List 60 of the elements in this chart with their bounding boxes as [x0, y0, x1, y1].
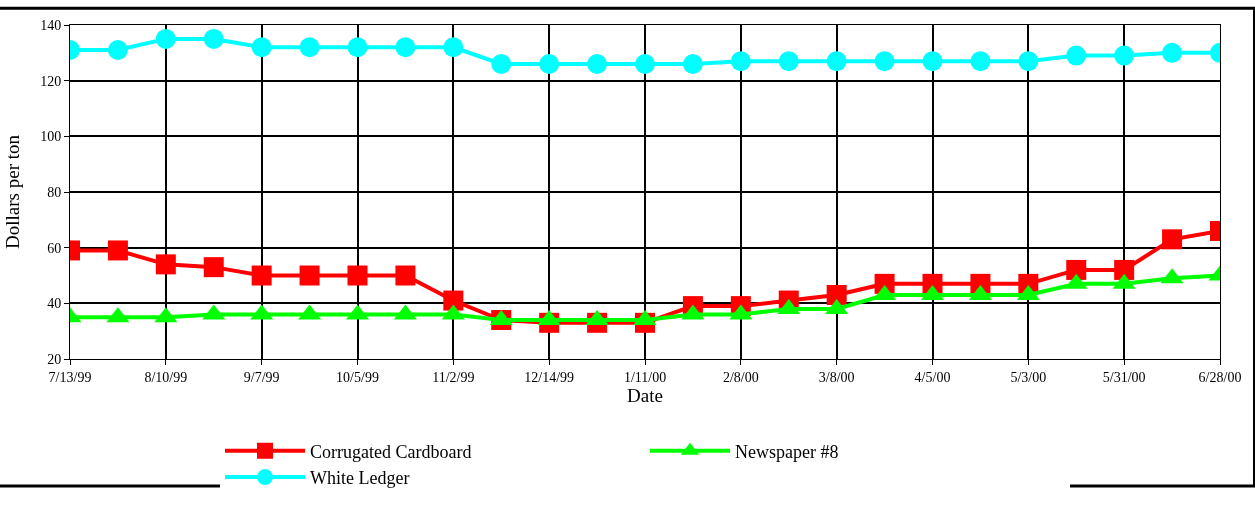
point	[635, 53, 655, 74]
y-tick-label: 40	[47, 296, 62, 312]
point	[778, 51, 799, 72]
x-tick-label: 10/5/99	[336, 369, 379, 385]
point	[1066, 45, 1087, 66]
point	[299, 37, 320, 58]
point	[251, 265, 272, 286]
point	[922, 51, 943, 72]
point	[826, 284, 847, 305]
x-axis-title: Date	[627, 384, 663, 406]
point	[251, 37, 272, 58]
x-tick-label: 12/14/99	[524, 369, 575, 385]
point	[1018, 51, 1039, 72]
y-axis-title: Dollars per ton	[2, 134, 24, 249]
x-tick-label: 8/10/99	[144, 369, 188, 385]
point	[395, 265, 416, 286]
point	[443, 37, 464, 58]
point	[587, 53, 608, 74]
point	[395, 37, 416, 58]
point	[107, 40, 128, 61]
y-tick-label: 140	[40, 17, 62, 33]
point	[1162, 229, 1183, 250]
x-tick-label: 9/7/99	[243, 369, 280, 385]
x-tick-label: 11/2/99	[432, 369, 475, 385]
x-tick-label: 6/28/00	[1198, 369, 1242, 385]
point	[107, 240, 128, 261]
y-tick-label: 20	[47, 351, 62, 367]
point	[826, 51, 847, 72]
point	[1114, 45, 1135, 66]
point	[970, 51, 991, 72]
point	[1114, 259, 1135, 280]
point	[443, 290, 464, 311]
point	[155, 254, 176, 275]
point	[155, 28, 176, 49]
point	[347, 37, 368, 58]
y-tick-label: 60	[47, 240, 62, 256]
x-tick-label: 7/13/99	[48, 369, 92, 385]
legend-label: White Ledger	[310, 468, 410, 489]
point	[203, 257, 224, 278]
x-tick-label: 1/11/00	[623, 369, 667, 385]
point	[874, 51, 895, 72]
x-tick-label: 2/8/00	[722, 369, 759, 385]
x-tick-label: 5/3/00	[1010, 369, 1047, 385]
point	[491, 53, 512, 74]
point	[1162, 42, 1183, 63]
legend-label: Corrugated Cardboard	[310, 441, 472, 462]
point	[730, 51, 751, 72]
legend-label: Newspaper #8	[735, 441, 839, 462]
point	[299, 265, 320, 286]
point	[347, 265, 368, 286]
point	[1066, 259, 1087, 280]
point	[203, 28, 224, 49]
x-tick-label: 5/31/00	[1102, 369, 1146, 385]
x-tick-label: 4/5/00	[914, 369, 951, 385]
point	[539, 53, 560, 74]
y-tick-label: 80	[47, 184, 62, 200]
y-tick-label: 100	[40, 129, 62, 145]
y-tick-label: 120	[40, 73, 62, 89]
point	[682, 53, 703, 74]
x-tick-label: 3/8/00	[818, 369, 855, 385]
